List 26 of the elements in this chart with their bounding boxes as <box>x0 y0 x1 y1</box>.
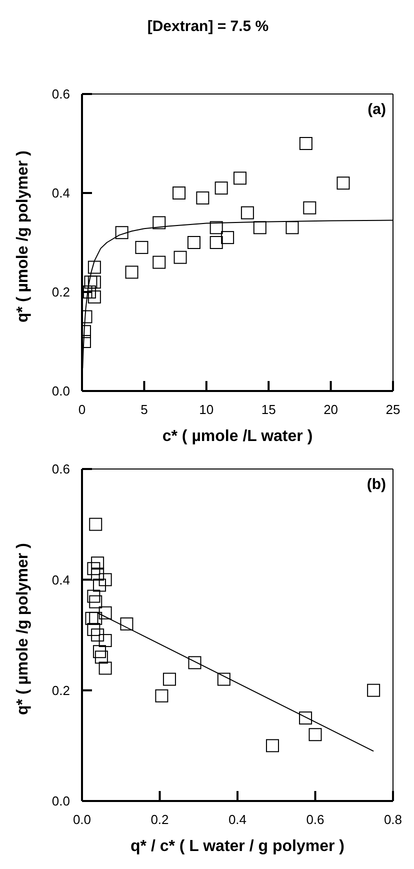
y-tick-label: 0.6 <box>52 86 70 102</box>
x-tick-label: 10 <box>199 402 214 418</box>
y-tick-label: 0.2 <box>52 682 70 698</box>
x-tick-label: 0.8 <box>384 812 402 828</box>
y-tick-label: 0.4 <box>52 572 70 588</box>
y-tick-label: 0.2 <box>52 284 70 300</box>
x-axis-title: q* / c* ( L water / g polymer ) <box>130 838 344 855</box>
x-tick-label: 25 <box>386 402 400 418</box>
annotation: (a) <box>368 101 386 118</box>
y-tick-label: 0.6 <box>52 462 70 477</box>
x-tick-label: 0.6 <box>306 812 324 828</box>
x-tick-label: 0.0 <box>72 812 92 828</box>
x-tick-label: 0 <box>78 402 86 418</box>
x-tick-label: 0.4 <box>228 812 247 828</box>
y-tick-label: 0.4 <box>52 186 70 201</box>
y-tick-label: 0.0 <box>52 794 70 809</box>
y-axis-title: q* ( µmole /g polymer ) <box>14 543 32 715</box>
x-tick-label: 20 <box>324 402 338 418</box>
x-tick-label: 0.2 <box>150 812 169 828</box>
chart-title: [Dextran] = 7.5 % <box>146 18 270 35</box>
x-tick-label: 15 <box>261 402 276 418</box>
x-axis-title: c* ( µmole /L water ) <box>162 428 313 445</box>
y-tick-label: 0.0 <box>52 384 70 399</box>
annotation: (b) <box>366 476 386 493</box>
x-tick-label: 5 <box>140 402 148 418</box>
y-axis-title: q* ( µmole /g polymer ) <box>14 150 32 322</box>
